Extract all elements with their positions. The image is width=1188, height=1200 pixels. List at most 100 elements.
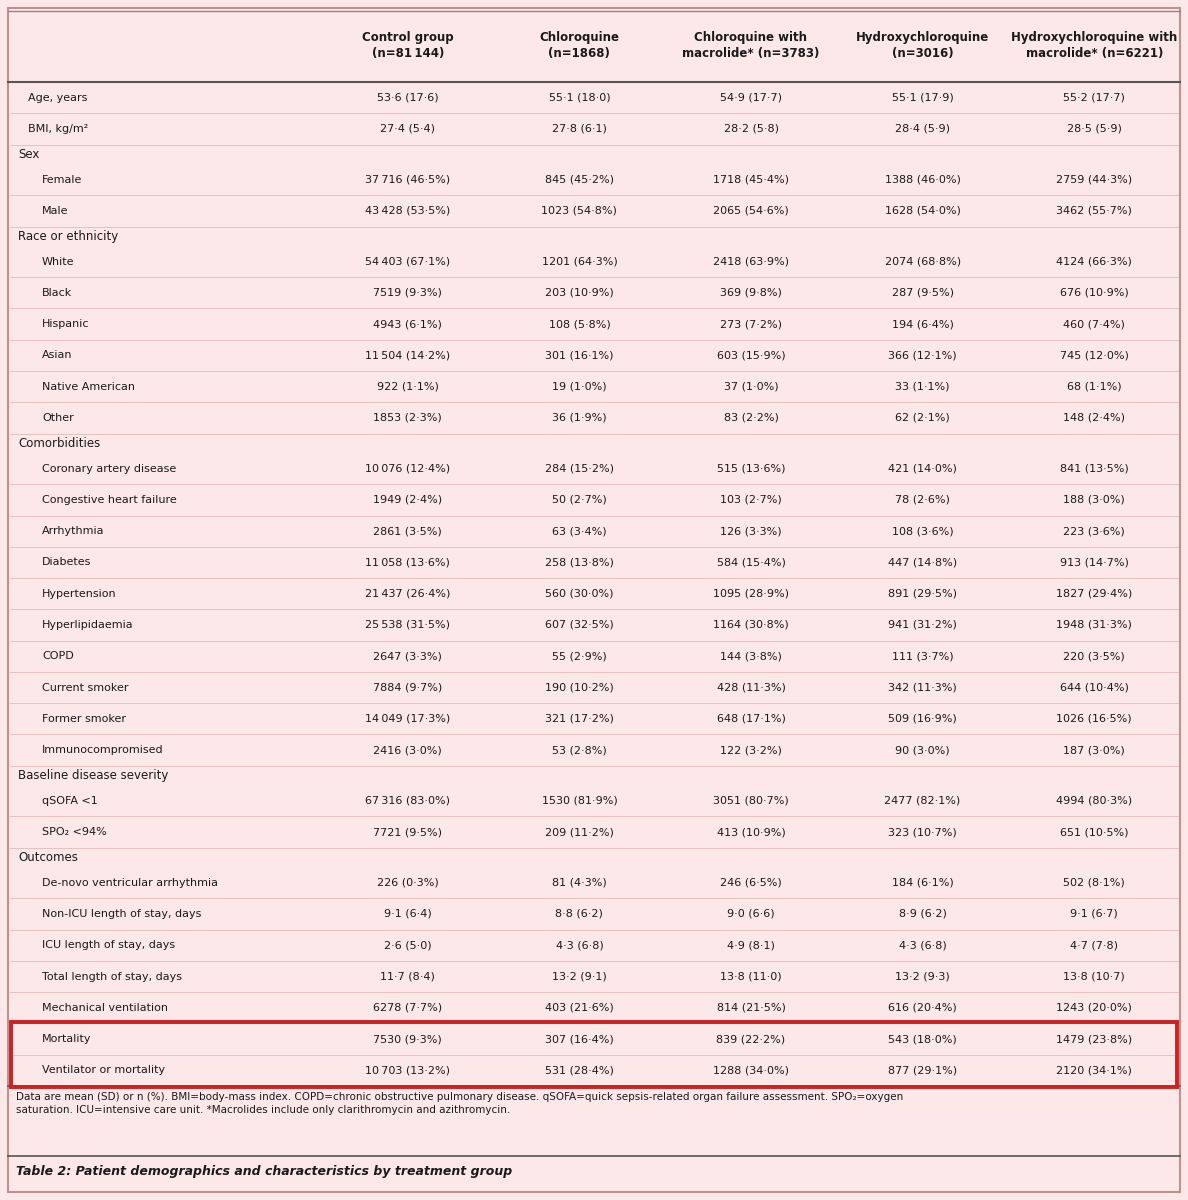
Text: Black: Black <box>42 288 72 298</box>
Text: Coronary artery disease: Coronary artery disease <box>42 463 176 474</box>
Text: Asian: Asian <box>42 350 72 360</box>
Text: Sex: Sex <box>18 148 39 161</box>
Text: BMI, kg/m²: BMI, kg/m² <box>29 124 88 134</box>
Text: Outcomes: Outcomes <box>18 851 78 864</box>
Text: 8·9 (6·2): 8·9 (6·2) <box>898 908 947 919</box>
Text: 584 (15·4%): 584 (15·4%) <box>716 558 785 568</box>
Text: 55·1 (17·9): 55·1 (17·9) <box>892 92 954 103</box>
Text: 2416 (3·0%): 2416 (3·0%) <box>373 745 442 755</box>
Text: Hydroxychloroquine
(n=3016): Hydroxychloroquine (n=3016) <box>857 31 990 60</box>
Text: Diabetes: Diabetes <box>42 558 91 568</box>
Text: 144 (3·8%): 144 (3·8%) <box>720 652 782 661</box>
Text: 28·5 (5·9): 28·5 (5·9) <box>1067 124 1121 134</box>
Text: 122 (3·2%): 122 (3·2%) <box>720 745 782 755</box>
Text: 502 (8·1%): 502 (8·1%) <box>1063 877 1125 888</box>
Text: 2·6 (5·0): 2·6 (5·0) <box>384 941 431 950</box>
Text: 19 (1·0%): 19 (1·0%) <box>552 382 607 391</box>
Text: 27·8 (6·1): 27·8 (6·1) <box>552 124 607 134</box>
Text: 428 (11·3%): 428 (11·3%) <box>716 683 785 692</box>
Text: 209 (11·2%): 209 (11·2%) <box>545 827 614 838</box>
Text: 111 (3·7%): 111 (3·7%) <box>892 652 954 661</box>
Text: Control group
(n=81 144): Control group (n=81 144) <box>362 31 454 60</box>
Text: 81 (4·3%): 81 (4·3%) <box>552 877 607 888</box>
Text: 63 (3·4%): 63 (3·4%) <box>552 526 607 536</box>
Text: 27·4 (5·4): 27·4 (5·4) <box>380 124 435 134</box>
Text: 2120 (34·1%): 2120 (34·1%) <box>1056 1066 1132 1075</box>
Text: 366 (12·1%): 366 (12·1%) <box>889 350 956 360</box>
Text: 676 (10·9%): 676 (10·9%) <box>1060 288 1129 298</box>
Text: 3051 (80·7%): 3051 (80·7%) <box>713 796 789 805</box>
Text: 50 (2·7%): 50 (2·7%) <box>552 494 607 505</box>
Text: 560 (30·0%): 560 (30·0%) <box>545 589 614 599</box>
Text: 13·2 (9·1): 13·2 (9·1) <box>552 972 607 982</box>
Text: 342 (11·3%): 342 (11·3%) <box>889 683 958 692</box>
Text: 413 (10·9%): 413 (10·9%) <box>716 827 785 838</box>
Text: 53 (2·8%): 53 (2·8%) <box>552 745 607 755</box>
Text: 13·8 (11·0): 13·8 (11·0) <box>720 972 782 982</box>
Text: 25 538 (31·5%): 25 538 (31·5%) <box>365 620 450 630</box>
Bar <box>11 1022 1177 1087</box>
Text: Native American: Native American <box>42 382 135 391</box>
Text: 403 (21·6%): 403 (21·6%) <box>545 1003 614 1013</box>
Text: 1023 (54·8%): 1023 (54·8%) <box>542 206 618 216</box>
Text: 11 058 (13·6%): 11 058 (13·6%) <box>366 558 450 568</box>
Text: Congestive heart failure: Congestive heart failure <box>42 494 177 505</box>
Text: 644 (10·4%): 644 (10·4%) <box>1060 683 1129 692</box>
Text: 839 (22·2%): 839 (22·2%) <box>716 1034 785 1044</box>
Text: Baseline disease severity: Baseline disease severity <box>18 769 169 782</box>
Text: 184 (6·1%): 184 (6·1%) <box>892 877 954 888</box>
Text: 4943 (6·1%): 4943 (6·1%) <box>373 319 442 329</box>
Text: 4·3 (6·8): 4·3 (6·8) <box>556 941 604 950</box>
Text: 1479 (23·8%): 1479 (23·8%) <box>1056 1034 1132 1044</box>
Text: 841 (13·5%): 841 (13·5%) <box>1060 463 1129 474</box>
Text: 1026 (16·5%): 1026 (16·5%) <box>1056 714 1132 724</box>
Text: Arrhythmia: Arrhythmia <box>42 526 105 536</box>
Text: Chloroquine
(n=1868): Chloroquine (n=1868) <box>539 31 619 60</box>
Text: 28·4 (5·9): 28·4 (5·9) <box>895 124 950 134</box>
Text: 1628 (54·0%): 1628 (54·0%) <box>885 206 961 216</box>
Text: 2759 (44·3%): 2759 (44·3%) <box>1056 174 1132 185</box>
Text: 7884 (9·7%): 7884 (9·7%) <box>373 683 442 692</box>
Text: 126 (3·3%): 126 (3·3%) <box>720 526 782 536</box>
Text: 28·2 (5·8): 28·2 (5·8) <box>723 124 778 134</box>
Text: 509 (16·9%): 509 (16·9%) <box>889 714 958 724</box>
Text: 36 (1·9%): 36 (1·9%) <box>552 413 607 422</box>
Text: 67 316 (83·0%): 67 316 (83·0%) <box>365 796 450 805</box>
Text: 1827 (29·4%): 1827 (29·4%) <box>1056 589 1132 599</box>
Text: COPD: COPD <box>42 652 74 661</box>
Text: Former smoker: Former smoker <box>42 714 126 724</box>
Text: 4124 (66·3%): 4124 (66·3%) <box>1056 257 1132 266</box>
Text: 1948 (31·3%): 1948 (31·3%) <box>1056 620 1132 630</box>
Text: Ventilator or mortality: Ventilator or mortality <box>42 1066 165 1075</box>
Text: 603 (15·9%): 603 (15·9%) <box>716 350 785 360</box>
Text: 2074 (68·8%): 2074 (68·8%) <box>885 257 961 266</box>
Text: qSOFA <1: qSOFA <1 <box>42 796 97 805</box>
Text: 55·1 (18·0): 55·1 (18·0) <box>549 92 611 103</box>
Text: 54·9 (17·7): 54·9 (17·7) <box>720 92 782 103</box>
Text: 2418 (63·9%): 2418 (63·9%) <box>713 257 789 266</box>
Text: 460 (7·4%): 460 (7·4%) <box>1063 319 1125 329</box>
Text: 4·7 (7·8): 4·7 (7·8) <box>1070 941 1118 950</box>
Text: Mechanical ventilation: Mechanical ventilation <box>42 1003 168 1013</box>
Text: 37 716 (46·5%): 37 716 (46·5%) <box>365 174 450 185</box>
Text: 226 (0·3%): 226 (0·3%) <box>377 877 438 888</box>
Text: 246 (6·5%): 246 (6·5%) <box>720 877 782 888</box>
Text: 651 (10·5%): 651 (10·5%) <box>1060 827 1129 838</box>
Text: 7721 (9·5%): 7721 (9·5%) <box>373 827 442 838</box>
Text: Other: Other <box>42 413 74 422</box>
Text: 13·2 (9·3): 13·2 (9·3) <box>896 972 950 982</box>
Text: 187 (3·0%): 187 (3·0%) <box>1063 745 1125 755</box>
Text: 607 (32·5%): 607 (32·5%) <box>545 620 614 630</box>
Text: 616 (20·4%): 616 (20·4%) <box>889 1003 958 1013</box>
Text: 891 (29·5%): 891 (29·5%) <box>889 589 958 599</box>
Text: Total length of stay, days: Total length of stay, days <box>42 972 182 982</box>
Text: De-novo ventricular arrhythmia: De-novo ventricular arrhythmia <box>42 877 219 888</box>
Text: 2065 (54·6%): 2065 (54·6%) <box>713 206 789 216</box>
Text: 188 (3·0%): 188 (3·0%) <box>1063 494 1125 505</box>
Text: 83 (2·2%): 83 (2·2%) <box>723 413 778 422</box>
Text: 258 (13·8%): 258 (13·8%) <box>545 558 614 568</box>
Text: 14 049 (17·3%): 14 049 (17·3%) <box>365 714 450 724</box>
Text: 13·8 (10·7): 13·8 (10·7) <box>1063 972 1125 982</box>
Text: 11 504 (14·2%): 11 504 (14·2%) <box>365 350 450 360</box>
Text: Mortality: Mortality <box>42 1034 91 1044</box>
